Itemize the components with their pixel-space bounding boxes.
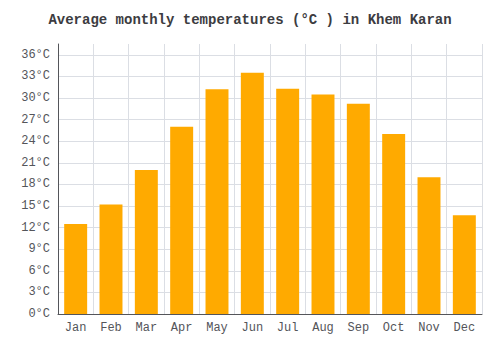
svg-text:Sep: Sep: [348, 321, 370, 335]
svg-text:Aug: Aug: [312, 321, 334, 335]
svg-text:Dec: Dec: [454, 321, 476, 335]
svg-text:Average monthly temperatures (: Average monthly temperatures (°C ) in Kh…: [48, 12, 451, 28]
svg-text:Jun: Jun: [242, 321, 264, 335]
svg-text:Jan: Jan: [65, 321, 87, 335]
svg-text:18°C: 18°C: [21, 177, 50, 191]
svg-text:27°C: 27°C: [21, 113, 50, 127]
svg-text:3°C: 3°C: [28, 285, 50, 299]
svg-text:0°C: 0°C: [28, 307, 50, 321]
svg-text:36°C: 36°C: [21, 48, 50, 62]
svg-text:Nov: Nov: [418, 321, 440, 335]
svg-text:Apr: Apr: [171, 321, 193, 335]
svg-text:Mar: Mar: [136, 321, 158, 335]
svg-text:30°C: 30°C: [21, 91, 50, 105]
svg-text:12°C: 12°C: [21, 221, 50, 235]
svg-text:21°C: 21°C: [21, 156, 50, 170]
svg-text:Oct: Oct: [383, 321, 405, 335]
svg-text:24°C: 24°C: [21, 134, 50, 148]
svg-text:6°C: 6°C: [28, 264, 50, 278]
svg-text:33°C: 33°C: [21, 69, 50, 83]
svg-text:Feb: Feb: [100, 321, 122, 335]
svg-text:Jul: Jul: [277, 321, 299, 335]
svg-text:15°C: 15°C: [21, 199, 50, 213]
svg-text:May: May: [206, 321, 228, 335]
svg-text:9°C: 9°C: [28, 242, 50, 256]
